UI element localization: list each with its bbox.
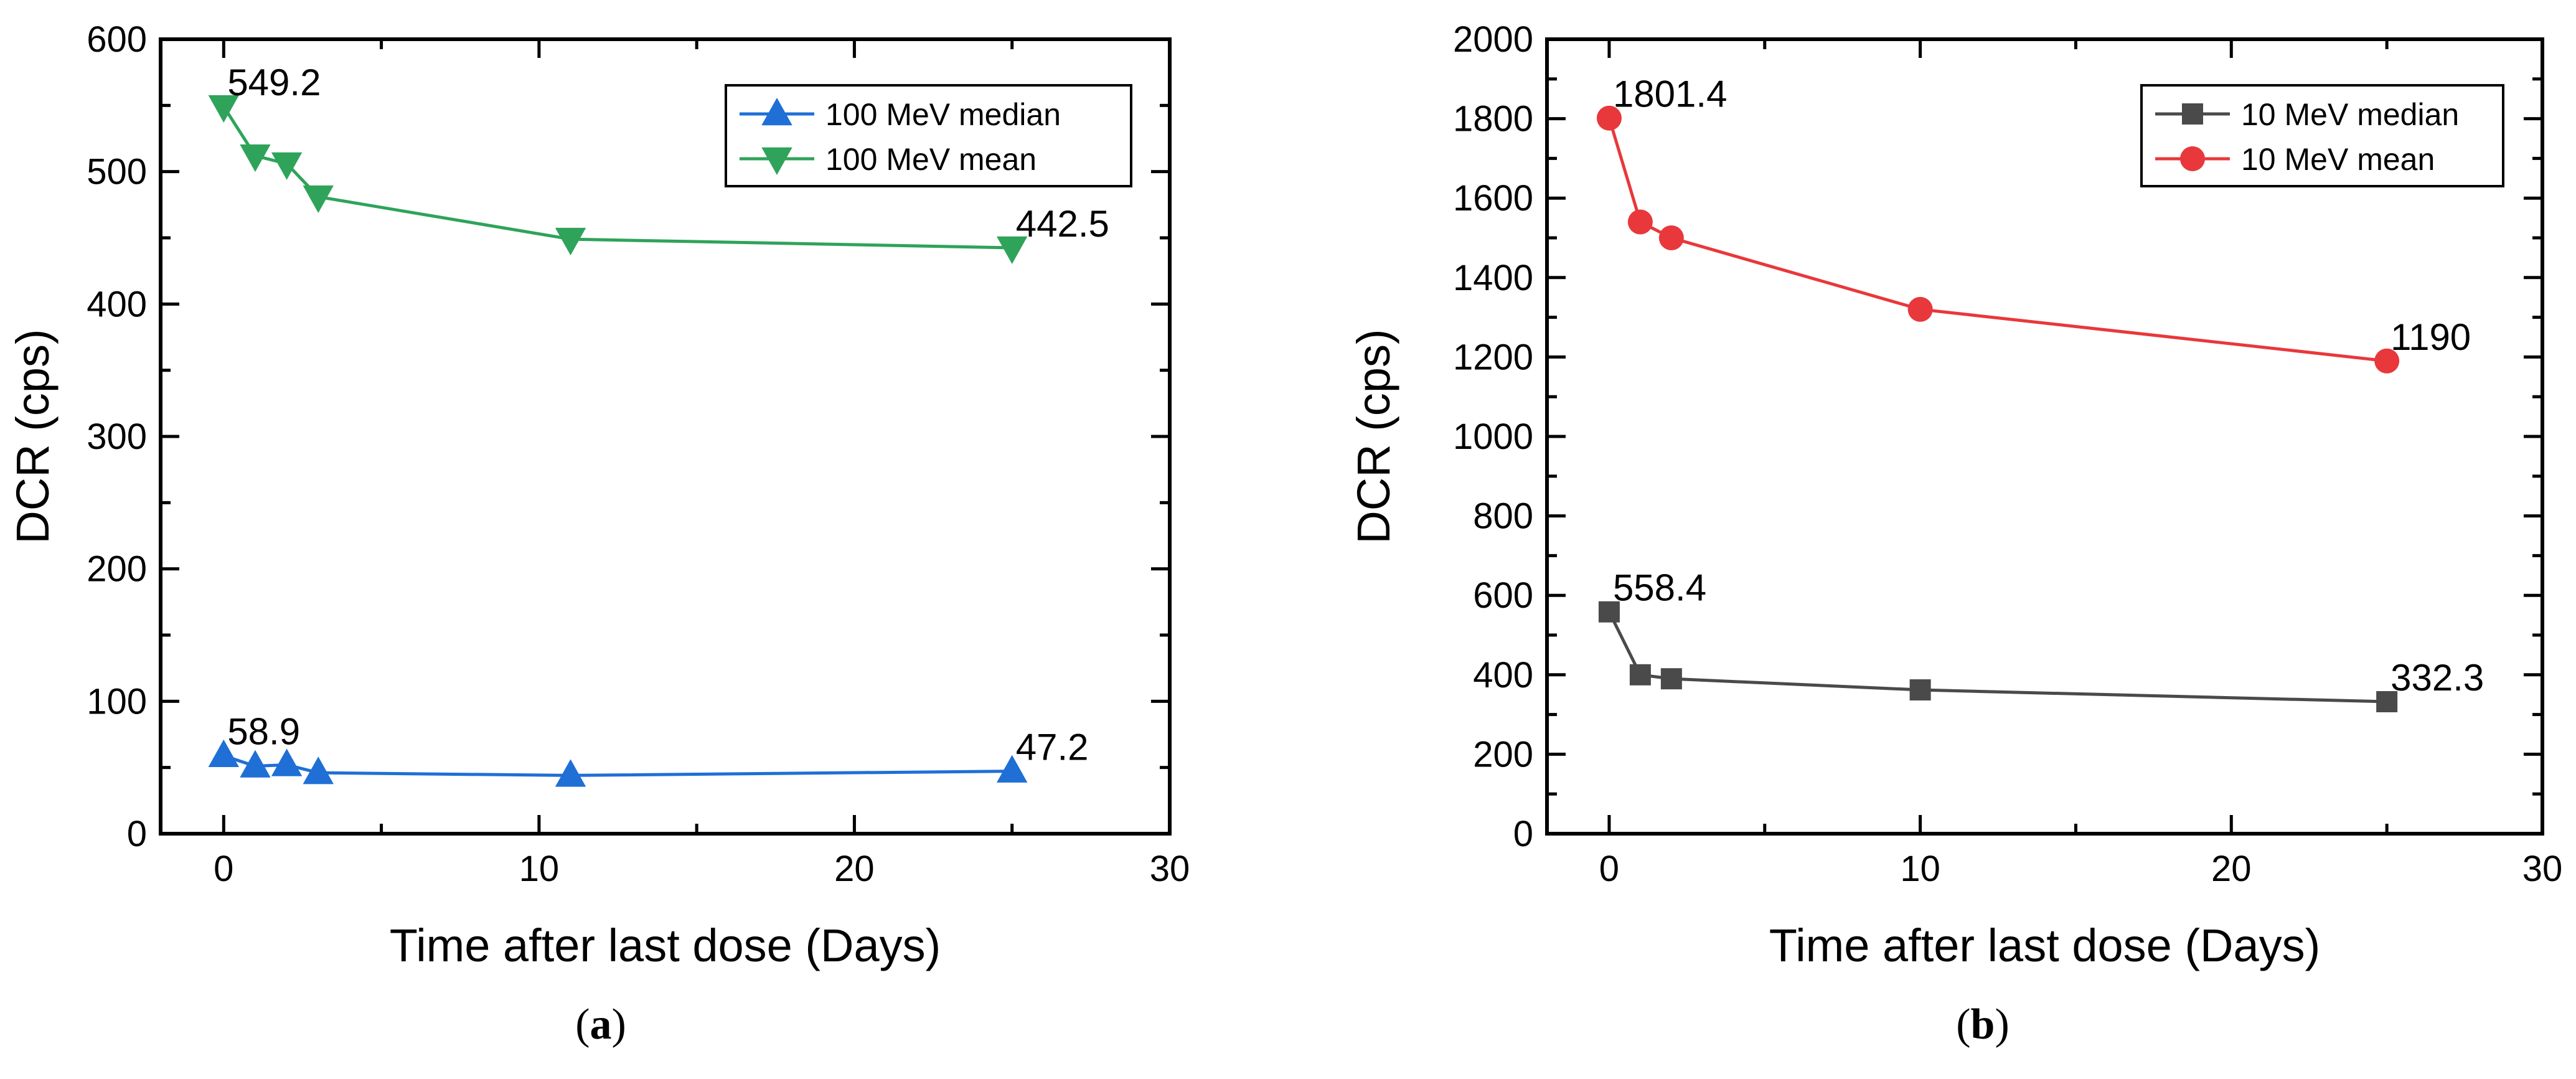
caption-close-paren: ) xyxy=(1995,1001,2009,1048)
data-point xyxy=(1596,105,1622,131)
data-point xyxy=(2376,690,2398,712)
y-tick-label: 100 xyxy=(87,681,147,722)
y-tick-label: 400 xyxy=(87,284,147,324)
y-tick-label: 1400 xyxy=(1453,258,1533,298)
y-tick-label: 300 xyxy=(87,417,147,457)
y-tick-label: 800 xyxy=(1473,496,1533,537)
x-tick-label: 10 xyxy=(1900,849,1940,889)
y-tick-label: 0 xyxy=(1513,814,1533,854)
legend-entry: 100 MeV median xyxy=(825,97,1061,132)
data-point xyxy=(240,750,271,778)
legend-box xyxy=(725,84,1132,187)
x-tick-label: 30 xyxy=(1150,849,1190,889)
data-label: 1801.4 xyxy=(1613,73,1728,115)
subfigure-caption: (a) xyxy=(575,1001,626,1048)
series-0: 58.9 47.2 xyxy=(208,711,1089,787)
data-label: 58.9 xyxy=(227,711,300,753)
data-label: 1190 xyxy=(2390,316,2471,358)
data-label: 332.3 xyxy=(2390,657,2484,699)
data-label: 442.5 xyxy=(1016,203,1109,245)
series-1: 549.2 442.5 xyxy=(208,62,1109,264)
legend-box xyxy=(2140,84,2504,187)
data-point xyxy=(1598,601,1620,623)
data-label: 47.2 xyxy=(1016,727,1089,768)
caption-letter: a xyxy=(590,1001,612,1048)
legend-marker xyxy=(761,147,792,175)
y-tick-label: 1600 xyxy=(1453,178,1533,219)
legend-marker xyxy=(2182,103,2203,125)
x-axis-label: Time after last dose (Days) xyxy=(1769,920,2321,971)
x-tick-label: 10 xyxy=(519,849,560,889)
x-tick-label: 20 xyxy=(834,849,875,889)
y-tick-label: 400 xyxy=(1473,655,1533,695)
data-label: 549.2 xyxy=(227,62,321,103)
data-point xyxy=(303,756,334,785)
y-tick-label: 1200 xyxy=(1453,337,1533,377)
data-point xyxy=(1627,209,1653,235)
legend-marker xyxy=(761,98,792,126)
legend: 10 MeV median 10 MeV mean xyxy=(2140,84,2504,187)
x-tick-label: 20 xyxy=(2211,849,2252,889)
legend-marker xyxy=(2180,146,2205,171)
data-point xyxy=(208,739,240,767)
y-tick-label: 500 xyxy=(87,152,147,192)
caption-letter: b xyxy=(1971,1001,1995,1048)
data-point xyxy=(1909,679,1931,701)
data-point xyxy=(997,236,1028,264)
x-tick-label: 0 xyxy=(214,849,233,889)
data-point xyxy=(997,755,1028,783)
x-tick-label: 0 xyxy=(1599,849,1619,889)
caption-open-paren: ( xyxy=(575,1001,590,1048)
subfigure-caption: (b) xyxy=(1956,1001,2010,1048)
series-0: 558.4 332.3 xyxy=(1598,567,2484,712)
y-tick-label: 200 xyxy=(1473,734,1533,775)
legend-entry: 10 MeV median xyxy=(2241,97,2459,132)
y-tick-label: 2000 xyxy=(1453,19,1533,60)
y-axis-label: DCR (cps) xyxy=(7,329,59,544)
y-tick-label: 600 xyxy=(87,19,147,60)
data-point xyxy=(1629,664,1651,686)
series-line xyxy=(1607,611,2387,704)
data-point xyxy=(1660,668,1682,690)
legend-entry: 10 MeV mean xyxy=(2241,142,2435,177)
data-point xyxy=(271,748,303,776)
data-point xyxy=(555,759,586,787)
y-tick-label: 0 xyxy=(127,814,147,854)
data-point xyxy=(1907,296,1933,322)
data-point xyxy=(271,152,303,180)
data-point xyxy=(303,185,334,214)
caption-open-paren: ( xyxy=(1956,1001,1970,1048)
data-point xyxy=(555,227,586,256)
data-point xyxy=(1658,225,1684,250)
y-tick-label: 1000 xyxy=(1453,417,1533,457)
x-tick-label: 30 xyxy=(2522,849,2563,889)
legend-entry: 100 MeV mean xyxy=(825,142,1037,177)
data-point xyxy=(2374,348,2400,374)
series-line xyxy=(223,754,1012,777)
y-tick-label: 600 xyxy=(1473,575,1533,616)
y-tick-label: 200 xyxy=(87,549,147,590)
y-axis-label: DCR (cps) xyxy=(1348,329,1399,544)
y-tick-label: 1800 xyxy=(1453,99,1533,139)
chart-a: 0 100 200 300 400 500 600 0 10 20 30 Time after las… xyxy=(7,19,1190,1048)
series-1: 1801.4 1190 xyxy=(1596,73,2471,374)
data-point xyxy=(208,95,240,123)
data-label: 558.4 xyxy=(1613,567,1706,609)
caption-close-paren: ) xyxy=(612,1001,626,1048)
legend: 100 MeV median 100 MeV mean xyxy=(725,84,1132,187)
data-point xyxy=(240,144,271,172)
chart-b: 0 200 400 600 800 1000 1200 1400 1600 1800 2000 0 10… xyxy=(1348,19,2562,1048)
x-axis-label: Time after last dose (Days) xyxy=(390,920,941,971)
